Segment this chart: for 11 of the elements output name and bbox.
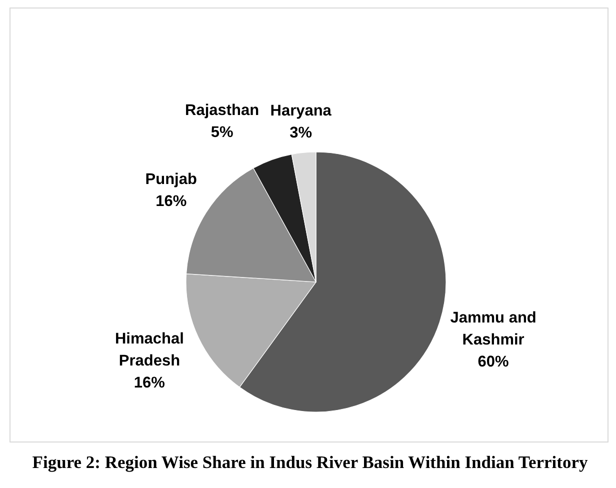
slice-label: Rajasthan <box>185 102 260 120</box>
data-label: 60% <box>478 354 510 371</box>
data-label: 3% <box>290 124 312 142</box>
data-label: 5% <box>210 124 234 142</box>
slice-label: Jammu and Kashmir <box>450 310 536 349</box>
data-label: 16% <box>134 374 166 392</box>
slice-label: Himachal Pradesh <box>114 330 184 370</box>
caption: Figure 2: Region Wise Share in Indus River Basin Within Indian Territory <box>32 452 588 472</box>
slice-label: Punjab <box>145 171 197 188</box>
data-label: 16% <box>156 193 187 210</box>
slice-label: Haryana <box>270 102 332 120</box>
